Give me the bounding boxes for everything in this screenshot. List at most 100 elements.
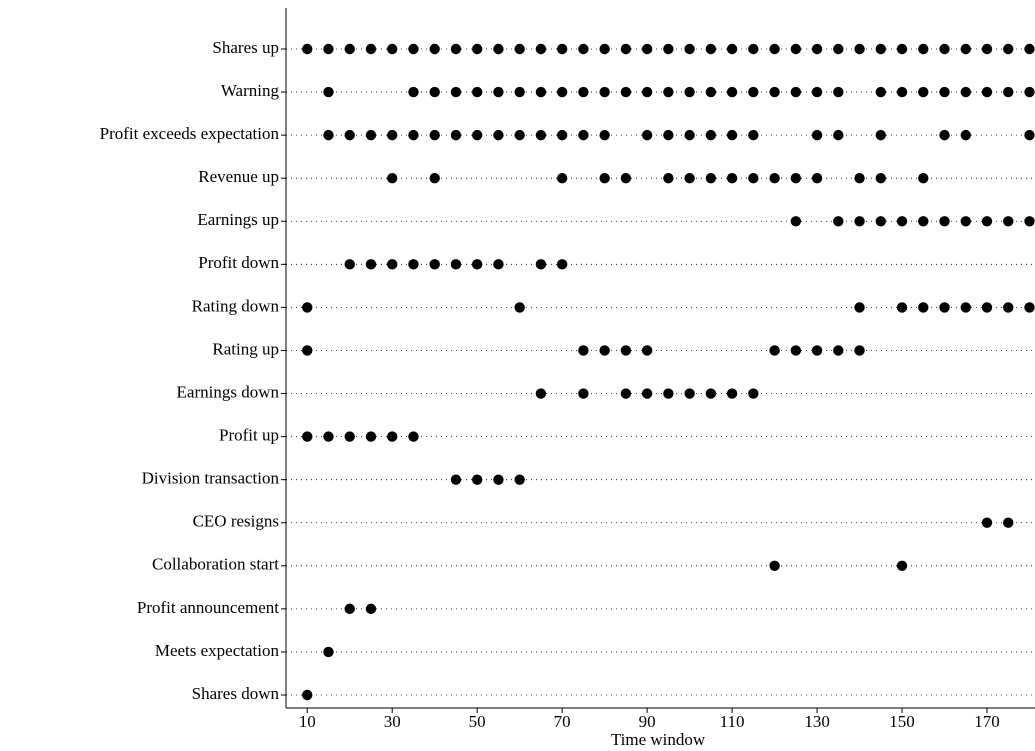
dot (769, 86, 780, 98)
dot (450, 43, 462, 55)
dot (726, 43, 738, 55)
dot (599, 129, 610, 141)
dot (918, 173, 929, 184)
dot (896, 86, 908, 98)
dot (471, 129, 483, 141)
dot (726, 388, 738, 399)
dot (769, 173, 780, 184)
dot (854, 302, 865, 313)
dot (450, 474, 462, 485)
dot (302, 302, 313, 313)
dot (790, 86, 802, 98)
dot (408, 431, 419, 442)
dot (748, 173, 759, 184)
dot (811, 345, 823, 356)
dot (1024, 86, 1035, 98)
dot (578, 86, 589, 98)
dot (748, 129, 759, 141)
dot (578, 43, 589, 55)
dot (365, 129, 377, 141)
dot (769, 345, 780, 356)
dot (365, 431, 377, 442)
dot (918, 86, 929, 98)
dot (960, 302, 971, 313)
dot (493, 86, 504, 98)
y-tick-label: Earnings down (177, 382, 280, 401)
dot (302, 689, 313, 701)
dot (578, 345, 589, 356)
dot (748, 43, 759, 55)
dot (875, 173, 886, 184)
dot (599, 173, 610, 184)
dot (960, 129, 971, 141)
dot (535, 43, 547, 55)
dot (684, 86, 695, 98)
dot (833, 345, 844, 356)
dot (641, 345, 653, 356)
dot (302, 431, 313, 442)
y-tick-label: Rating up (212, 339, 279, 358)
dot (556, 86, 568, 98)
dot (535, 388, 547, 399)
y-tick-label: Profit up (219, 426, 279, 445)
dot (429, 86, 440, 98)
dot (811, 173, 823, 184)
dot (790, 173, 802, 184)
dot (620, 388, 632, 399)
dot (302, 43, 313, 55)
y-tick-label: Profit announcement (137, 598, 279, 617)
dot (365, 603, 377, 615)
dot (429, 173, 440, 184)
x-tick-label: 30 (384, 712, 401, 731)
dot (493, 474, 504, 485)
dot (939, 216, 950, 227)
dot (556, 173, 568, 184)
dot (769, 43, 780, 55)
dot (578, 129, 589, 141)
dot (408, 86, 419, 98)
dot (1024, 43, 1035, 55)
dot (896, 216, 908, 227)
dot (833, 43, 844, 55)
dot (939, 302, 950, 313)
dot (684, 388, 695, 399)
dot (471, 86, 483, 98)
y-tick-label: Collaboration start (152, 555, 279, 574)
dot (833, 216, 844, 227)
dot (663, 43, 674, 55)
dot (514, 302, 525, 313)
dot (705, 388, 717, 399)
dot (684, 173, 695, 184)
dot (344, 431, 355, 442)
dot (429, 129, 440, 141)
dot (896, 43, 908, 55)
dot (705, 173, 717, 184)
dot (854, 345, 865, 356)
dot (387, 43, 398, 55)
dot (875, 129, 886, 141)
dot (1003, 302, 1014, 313)
dot (429, 259, 440, 270)
x-tick-label: 70 (554, 712, 571, 731)
dot (705, 43, 717, 55)
dot (939, 43, 950, 55)
dot (663, 86, 674, 98)
dot (514, 86, 525, 98)
dot (981, 86, 993, 98)
y-tick-label: Earnings up (197, 210, 279, 229)
dot (450, 129, 462, 141)
y-tick-label: Shares up (212, 38, 279, 57)
dot (875, 43, 886, 55)
dot (471, 259, 483, 270)
dot (854, 173, 865, 184)
dot (302, 345, 313, 356)
x-tick-label: 110 (720, 712, 745, 731)
dot (663, 129, 674, 141)
dot (641, 86, 653, 98)
dot (344, 259, 355, 270)
dot (790, 43, 802, 55)
dot (365, 259, 377, 270)
dot (599, 86, 610, 98)
y-tick-label: Profit down (198, 253, 279, 272)
